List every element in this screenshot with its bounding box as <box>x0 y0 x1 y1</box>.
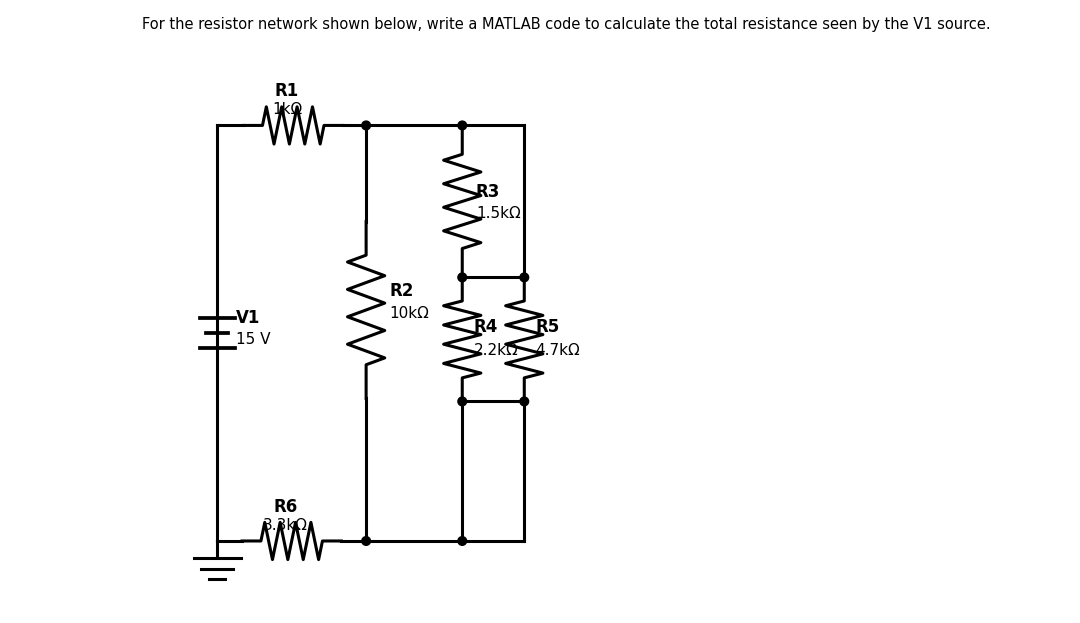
Text: R4: R4 <box>473 318 498 336</box>
Circle shape <box>362 121 370 130</box>
Text: 3.3kΩ: 3.3kΩ <box>264 518 308 533</box>
Text: R2: R2 <box>390 282 414 300</box>
Circle shape <box>458 536 467 545</box>
Text: R1: R1 <box>275 82 299 100</box>
Text: R6: R6 <box>273 498 298 516</box>
Text: 2.2kΩ: 2.2kΩ <box>473 343 518 358</box>
Circle shape <box>519 397 528 406</box>
Text: R3: R3 <box>476 183 500 201</box>
Text: For the resistor network shown below, write a MATLAB code to calculate the total: For the resistor network shown below, wr… <box>141 17 990 32</box>
Circle shape <box>458 121 467 130</box>
Text: V1: V1 <box>235 309 260 326</box>
Circle shape <box>519 273 528 282</box>
Text: 1.5kΩ: 1.5kΩ <box>476 206 521 221</box>
Circle shape <box>458 397 467 406</box>
Circle shape <box>362 536 370 545</box>
Text: 1kΩ: 1kΩ <box>272 102 302 117</box>
Circle shape <box>458 273 467 282</box>
Text: 15 V: 15 V <box>235 332 270 347</box>
Text: 4.7kΩ: 4.7kΩ <box>536 343 580 358</box>
Text: 10kΩ: 10kΩ <box>390 305 430 321</box>
Text: R5: R5 <box>536 318 559 336</box>
